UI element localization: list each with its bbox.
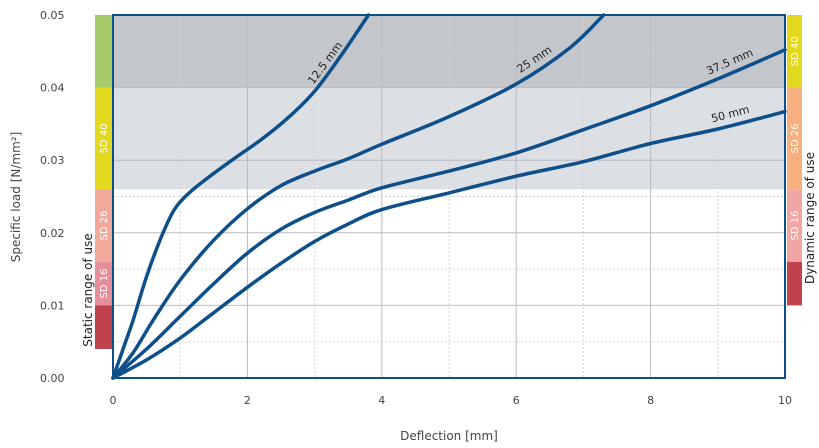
static-band (95, 15, 112, 88)
static-band-label: SD 16 (99, 269, 110, 299)
y-tick-label: 0.02 (40, 227, 65, 240)
plot-frame (112, 14, 786, 379)
y-tick-label: 0.04 (40, 82, 65, 95)
y-tick-label: 0.05 (40, 9, 65, 22)
static-band-label: SD 40 (99, 123, 110, 153)
dynamic-band-label: SD 26 (790, 123, 801, 153)
x-tick-label: 4 (378, 394, 385, 407)
static-band-label: SD 26 (99, 211, 110, 241)
dynamic-band-label: SD 40 (790, 36, 801, 66)
series-lines (111, 13, 787, 380)
dynamic-band (787, 189, 802, 262)
dynamic-band (787, 15, 802, 88)
dynamic-band-label: SD 16 (790, 211, 801, 241)
x-tick-label: 6 (513, 394, 520, 407)
x-tick-label: 10 (778, 394, 792, 407)
x-tick-label: 2 (244, 394, 251, 407)
x-tick-label: 8 (647, 394, 654, 407)
x-axis-title: Deflection [mm] (400, 429, 498, 443)
static-band (95, 261, 112, 306)
dynamic-band (787, 87, 802, 190)
static-band (95, 189, 112, 262)
y-tick-label: 0.01 (40, 299, 65, 312)
dynamic-range-strip: SD 40 SD 26 SD 16 (787, 15, 802, 306)
y-axis-title: Specific load [N/mm²] (9, 132, 23, 263)
series-line-12-5-mm (111, 13, 371, 380)
dynamic-range-title: Dynamic range of use (803, 152, 817, 284)
static-band (95, 87, 112, 190)
series-line-37-5-mm (111, 48, 787, 380)
tick-labels: 0 2 4 6 8 10 0.00 0.01 0.02 0.03 0.04 0.05 (40, 9, 792, 407)
y-tick-label: 0.03 (40, 154, 65, 167)
static-range-title: Static range of use (81, 233, 95, 346)
series-line-25-mm (111, 13, 606, 380)
grid (113, 15, 785, 378)
static-range-strip: SD 40 SD 26 SD 16 (95, 15, 112, 349)
static-band (95, 305, 112, 349)
series-line-50-mm (111, 109, 787, 380)
dynamic-band (787, 261, 802, 306)
y-tick-label: 0.00 (40, 372, 65, 385)
x-tick-label: 0 (110, 394, 117, 407)
